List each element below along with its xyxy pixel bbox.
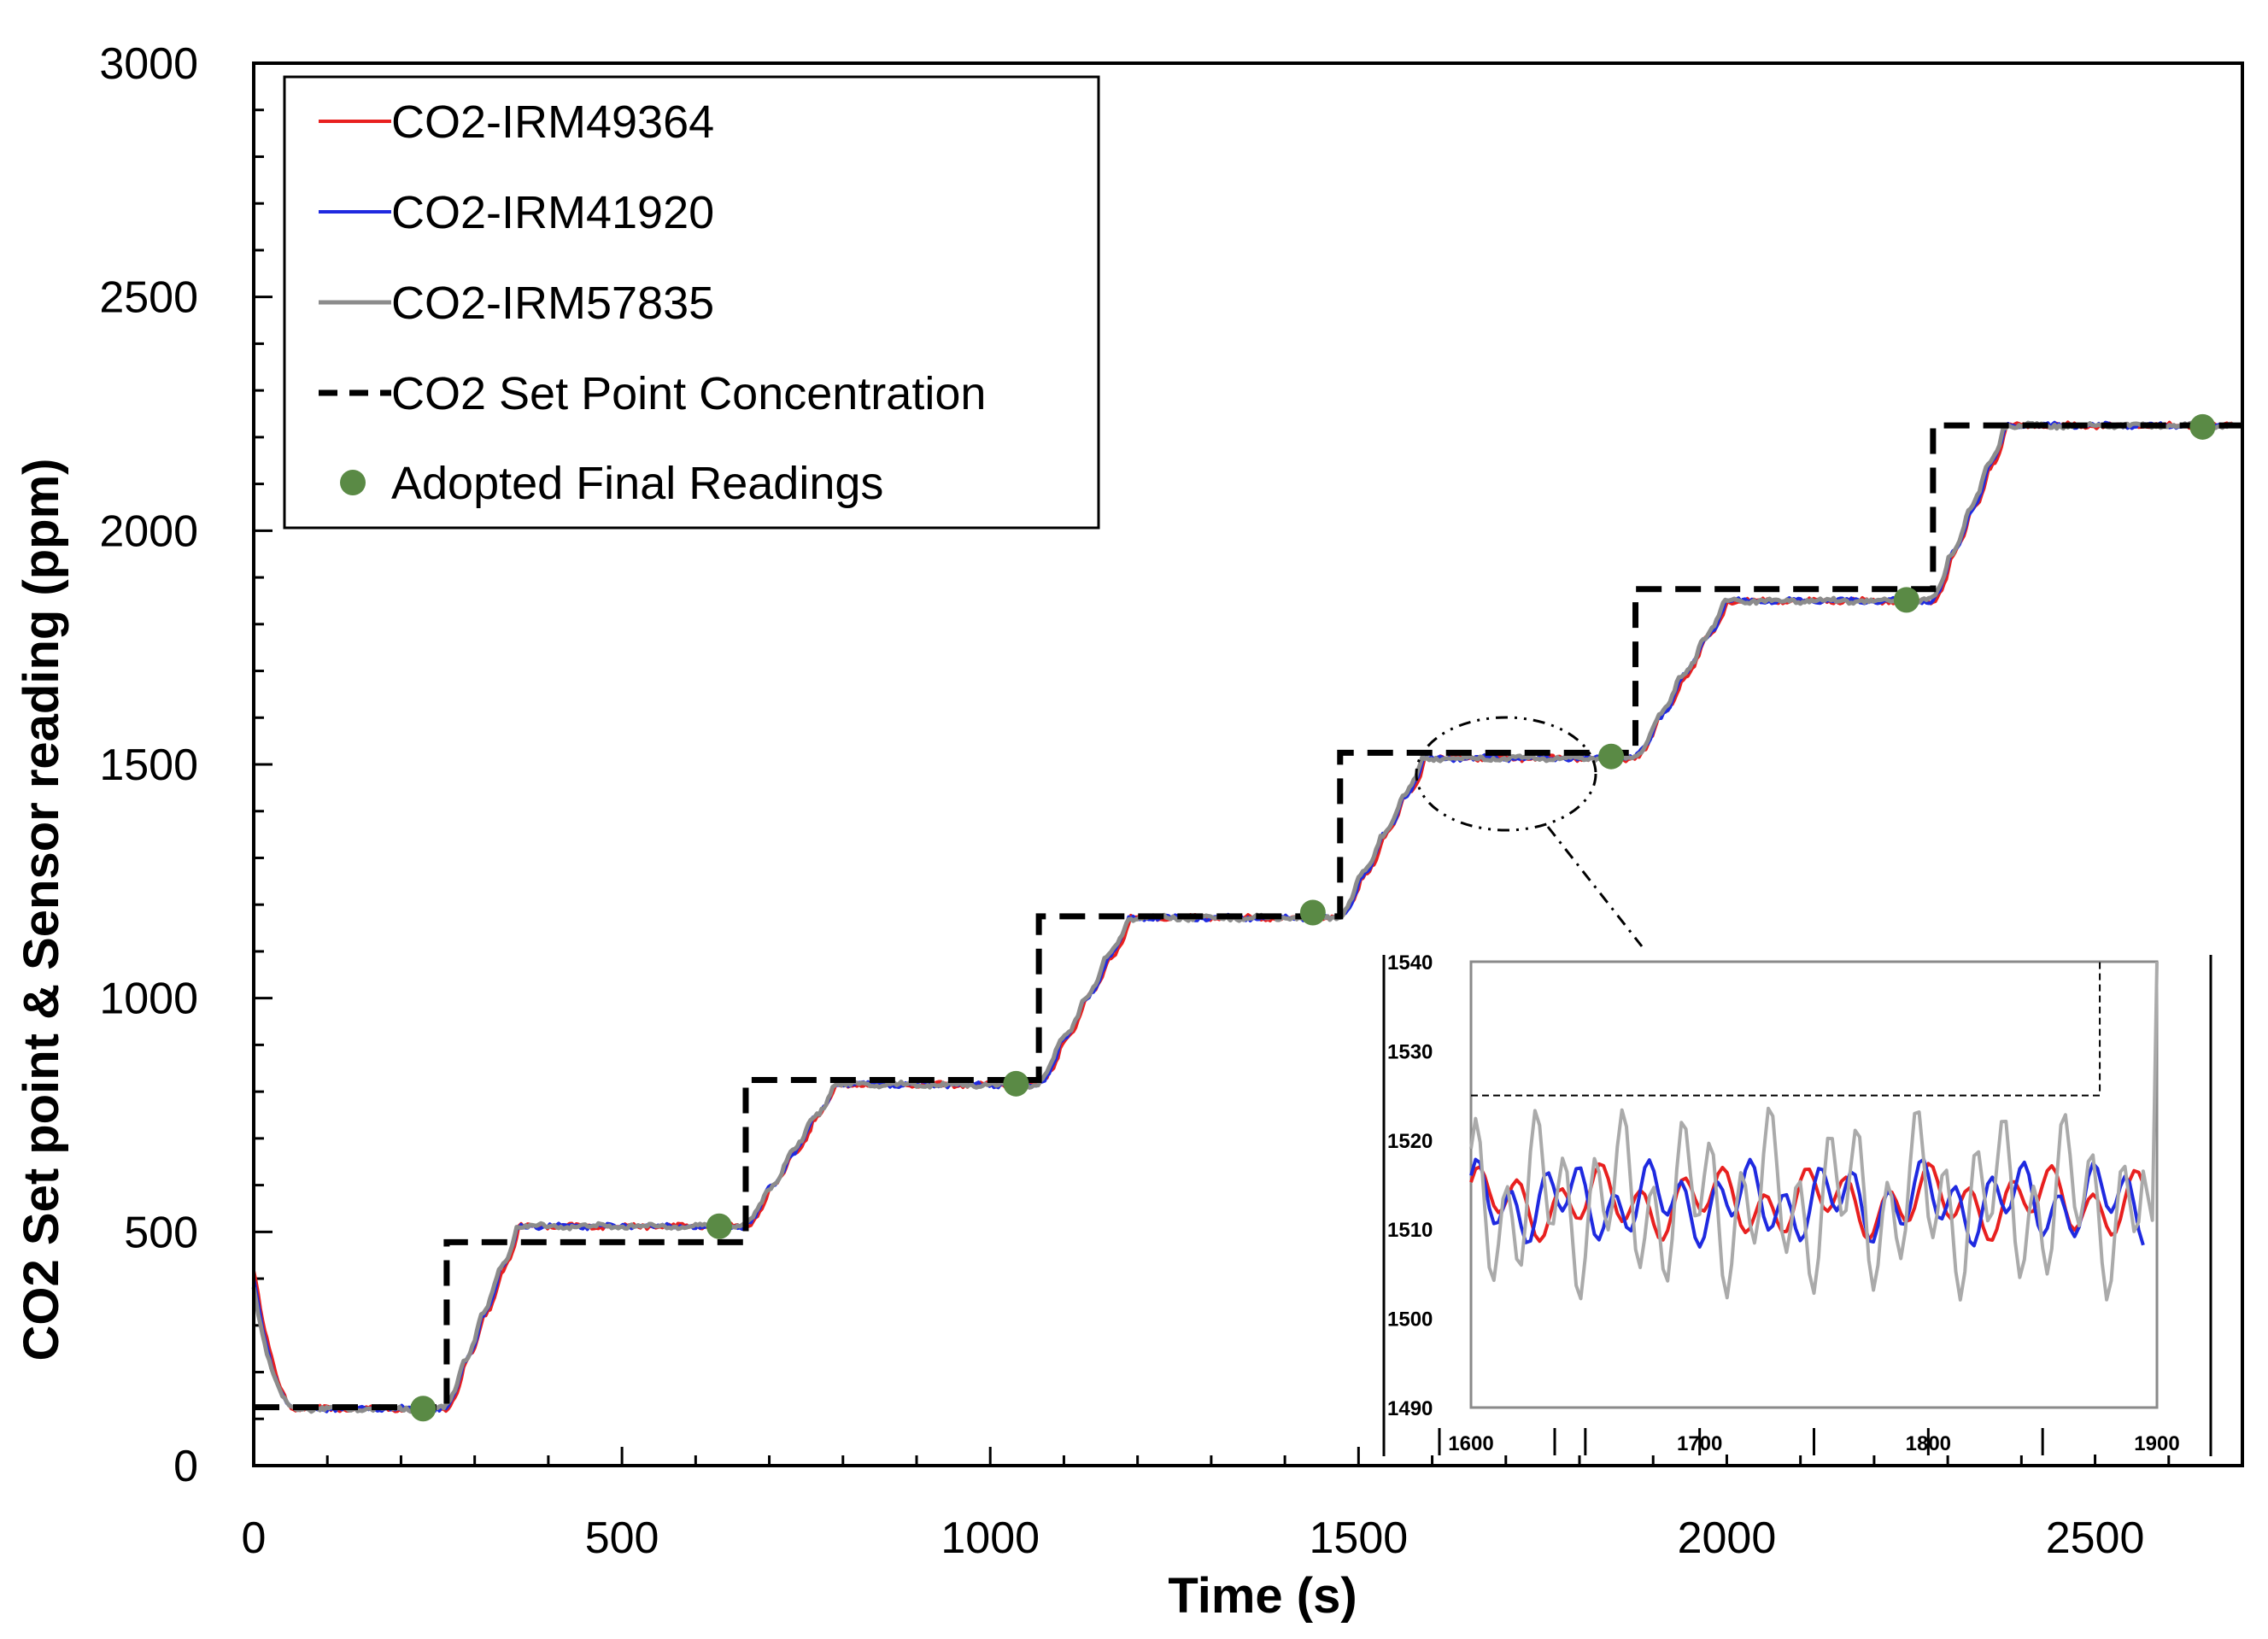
- zoom-connector: [1546, 826, 1644, 947]
- inset-series-line-co2-irm41920: [1469, 1157, 2145, 1249]
- x-tick-label: 1500: [1309, 1513, 1408, 1563]
- x-tick-label: 2000: [1678, 1513, 1777, 1563]
- inset-y-tick-label: 1530: [1387, 1040, 1433, 1063]
- adopted-reading-marker: [410, 1396, 437, 1422]
- adopted-reading-marker: [1003, 1070, 1029, 1097]
- inset-y-tick-label: 1540: [1387, 951, 1433, 975]
- adopted-reading-marker: [706, 1213, 732, 1239]
- y-tick-label: 0: [173, 1442, 198, 1491]
- inset-y-tick-label: 1500: [1387, 1308, 1433, 1332]
- inset-y-tick-label: 1510: [1387, 1219, 1433, 1242]
- adopted-reading-marker: [2189, 413, 2216, 440]
- y-axis-title: CO2 Set point & Sensor reading (ppm): [14, 459, 69, 1361]
- inset-y-tick-label: 1490: [1387, 1397, 1433, 1420]
- inset-frame: [1469, 960, 2159, 1409]
- inset-x-tick-label: 1900: [2134, 1432, 2179, 1455]
- y-tick-label: 2000: [99, 506, 198, 556]
- inset-background: [1384, 955, 2217, 1455]
- setpoint-line: [254, 422, 2242, 1411]
- y-tick-label: 3000: [99, 39, 198, 89]
- y-tick-label: 1500: [99, 740, 198, 790]
- x-tick-label: 500: [585, 1513, 659, 1563]
- x-tick-label: 2500: [2046, 1513, 2145, 1563]
- legend-box: [283, 75, 1100, 530]
- y-tick-label: 500: [124, 1208, 198, 1257]
- inset-y-tick-label: 1520: [1387, 1130, 1433, 1153]
- legend: CO2-IRM49364 CO2-IRM41920 CO2-IRM57835 CO2 …: [283, 75, 1100, 530]
- inset-x-tick-label: 1600: [1448, 1432, 1493, 1455]
- legend-label: CO2-IRM57835: [391, 278, 714, 329]
- plot-frame: [252, 61, 2244, 1467]
- zoom-ellipse: [1415, 716, 1597, 832]
- x-tick-label: 1000: [941, 1513, 1040, 1563]
- y-tick-label: 2500: [99, 273, 198, 323]
- adopted-reading-marker: [1598, 743, 1625, 770]
- legend-label: CO2-IRM49364: [391, 97, 714, 148]
- x-axis-title: Time (s): [1168, 1568, 1357, 1624]
- adopted-reading-marker: [1893, 587, 1919, 613]
- inset-series-line-co2-irm49364: [1469, 1162, 2145, 1244]
- legend-marker: [340, 470, 366, 495]
- legend-label: Adopted Final Readings: [391, 458, 883, 509]
- legend-label: CO2 Set Point Concentration: [391, 368, 986, 419]
- x-tick-label: 0: [242, 1513, 267, 1563]
- y-tick-label: 1000: [99, 975, 198, 1024]
- adopted-reading-marker: [1299, 899, 1326, 926]
- legend-label: CO2-IRM41920: [391, 187, 714, 238]
- inset-series-line-co2-irm57835: [1469, 961, 2159, 1302]
- adopted-readings: [410, 413, 2216, 1422]
